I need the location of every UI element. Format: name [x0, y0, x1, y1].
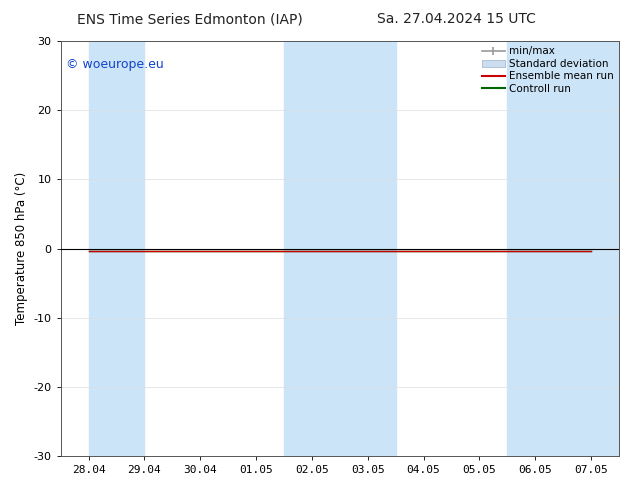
Text: Sa. 27.04.2024 15 UTC: Sa. 27.04.2024 15 UTC — [377, 12, 536, 26]
Text: © woeurope.eu: © woeurope.eu — [67, 58, 164, 71]
Bar — [284, 41, 396, 456]
Bar — [89, 41, 145, 456]
Bar — [507, 41, 619, 456]
Text: ENS Time Series Edmonton (IAP): ENS Time Series Edmonton (IAP) — [77, 12, 303, 26]
Y-axis label: Temperature 850 hPa (°C): Temperature 850 hPa (°C) — [15, 172, 28, 325]
Legend: min/max, Standard deviation, Ensemble mean run, Controll run: min/max, Standard deviation, Ensemble me… — [480, 44, 616, 96]
